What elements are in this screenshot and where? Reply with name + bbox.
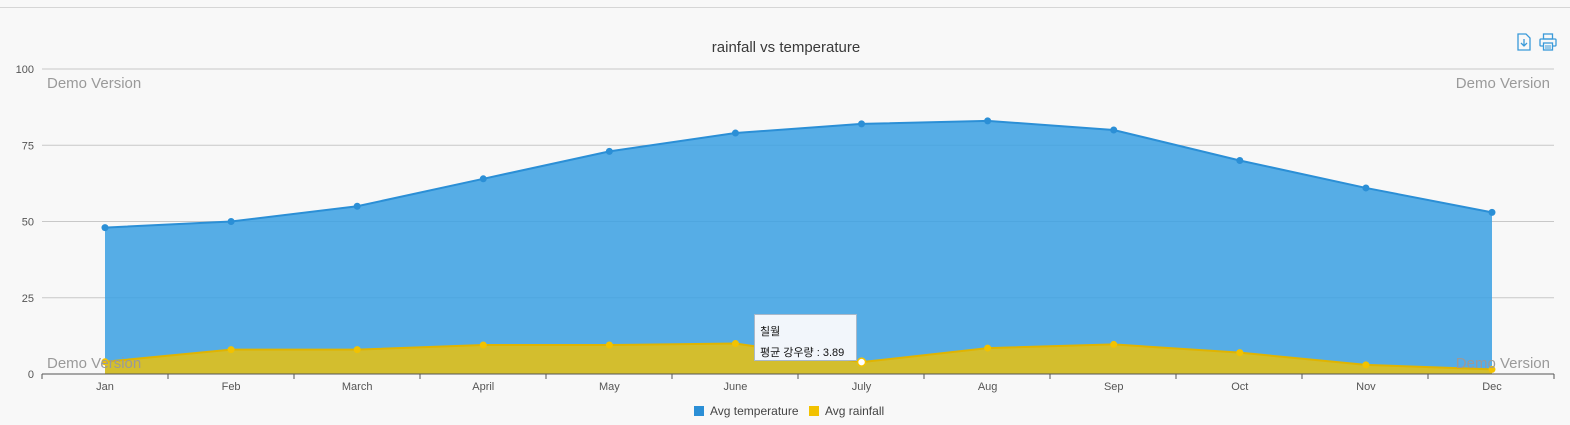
- data-point: [858, 120, 866, 128]
- legend-swatch: [694, 406, 704, 416]
- data-point: [605, 341, 613, 349]
- legend[interactable]: Avg temperature Avg rainfall: [694, 404, 884, 418]
- download-icon[interactable]: [1517, 33, 1531, 51]
- y-tick-label: 75: [22, 140, 34, 152]
- chart-title: rainfall vs temperature: [712, 39, 860, 56]
- x-tick-label: Aug: [978, 381, 998, 393]
- data-point: [101, 358, 109, 366]
- series-area-0: [105, 120, 1492, 374]
- tooltip-label: 평균 강우량 : 3.89: [760, 347, 845, 359]
- data-point: [227, 346, 235, 354]
- watermark-text: Demo Version: [47, 75, 141, 92]
- x-tick-label: Oct: [1231, 381, 1248, 393]
- y-tick-label: 25: [22, 293, 34, 305]
- legend-item-label: Avg rainfall: [825, 404, 884, 418]
- x-tick-label: Nov: [1356, 381, 1376, 393]
- data-point: [1110, 340, 1118, 348]
- y-axis-ticks: 0 25 50 75 100: [16, 64, 34, 381]
- legend-item-label: Avg temperature: [710, 404, 799, 418]
- x-tick-label: April: [472, 381, 494, 393]
- data-point: [1488, 365, 1496, 373]
- watermark-text: Demo Version: [47, 355, 141, 372]
- x-tick-label: July: [852, 381, 872, 393]
- data-point: [1488, 208, 1496, 216]
- x-tick-label: March: [342, 381, 373, 393]
- top-border: [0, 7, 1570, 8]
- data-point: [605, 147, 613, 155]
- x-tick-label: Dec: [1482, 381, 1502, 393]
- data-point: [1362, 361, 1370, 369]
- y-tick-label: 0: [28, 369, 34, 381]
- series-points: [101, 117, 1496, 373]
- data-point: [479, 341, 487, 349]
- y-tick-label: 100: [16, 64, 34, 76]
- data-point: [227, 218, 235, 225]
- x-tick-label: Feb: [222, 381, 241, 393]
- legend-swatch: [809, 406, 819, 416]
- y-tick-label: 50: [22, 217, 34, 229]
- watermarks: Demo Version Demo Version Demo Version Demo…: [47, 75, 1550, 372]
- data-point: [984, 344, 992, 352]
- data-point: [353, 202, 361, 210]
- data-point: [353, 346, 361, 354]
- watermark-text: Demo Version: [1456, 355, 1550, 372]
- print-icon[interactable]: [1539, 33, 1557, 51]
- data-point: [731, 340, 739, 347]
- tooltip-title: 칠월: [760, 326, 781, 338]
- data-point: [1236, 349, 1244, 357]
- data-point: [1362, 184, 1370, 192]
- data-point: [101, 224, 109, 232]
- x-axis: Jan Feb March April May June July Aug Sep Oct Nov D…: [41, 373, 1555, 393]
- series-line-0: [104, 119, 1493, 229]
- data-point: [479, 175, 487, 183]
- watermark-text: Demo Version: [1456, 75, 1550, 92]
- tooltip: 칠월 평균 강우량 : 3.89: [754, 314, 857, 361]
- x-tick-label: June: [724, 381, 748, 393]
- x-tick-label: Sep: [1104, 381, 1124, 393]
- data-point: [984, 117, 992, 125]
- data-point: [1110, 126, 1118, 134]
- data-point: [1236, 157, 1244, 164]
- data-point: [856, 357, 867, 367]
- x-tick-label: May: [599, 381, 620, 393]
- x-tick-label: Jan: [96, 381, 114, 393]
- data-point: [731, 129, 739, 137]
